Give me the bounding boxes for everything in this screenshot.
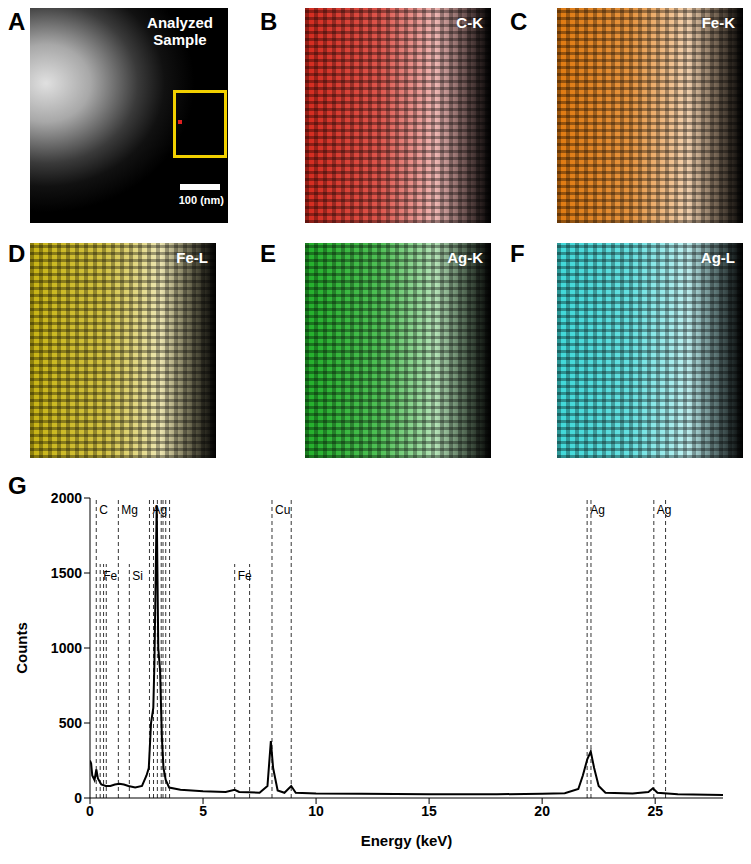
svg-text:25: 25 [647,803,663,819]
svg-text:1000: 1000 [51,640,82,656]
html-text:B: B [260,8,278,35]
svg-text:Ag: Ag [590,503,605,517]
html-text:E: E [260,240,276,267]
svg-text:2000: 2000 [51,490,82,506]
svg-text:5: 5 [199,803,207,819]
svg-text:Si: Si [132,569,143,583]
svg-text:Ag: Ag [152,503,167,517]
svg-text:0: 0 [74,790,82,806]
html-text:100 (nm): 100 (nm) [178,194,224,206]
svg-text:500: 500 [59,715,83,731]
svg-text:15: 15 [421,803,437,819]
html-text:G: G [8,472,27,499]
html-text:Ag-L: Ag-L [700,249,735,266]
svg-text:Counts: Counts [13,622,30,674]
html-text:C-K: C-K [456,14,483,31]
html-text:A: A [8,8,26,35]
svg-text:Ag: Ag [657,503,672,517]
svg-text:Fe: Fe [103,569,117,583]
html-text:Ag-K: Ag-K [447,249,483,266]
html-text:F: F [510,240,525,267]
html-text:Fe-L: Fe-L [176,249,208,266]
svg-text:10: 10 [308,803,324,819]
svg-text:20: 20 [534,803,550,819]
svg-text:1500: 1500 [51,565,82,581]
svg-text:Fe: Fe [238,569,252,583]
html-text:D: D [8,240,26,267]
svg-text:Energy (keV): Energy (keV) [361,832,453,849]
svg-text:C: C [99,503,108,517]
svg-text:0: 0 [86,803,94,819]
html-text:Analyzed Sample: Analyzed Sample [147,14,213,48]
html-text:C: C [510,8,528,35]
svg-text:Mg: Mg [121,503,138,517]
svg-text:Cu: Cu [275,503,290,517]
html-text:Fe-K: Fe-K [701,14,735,31]
